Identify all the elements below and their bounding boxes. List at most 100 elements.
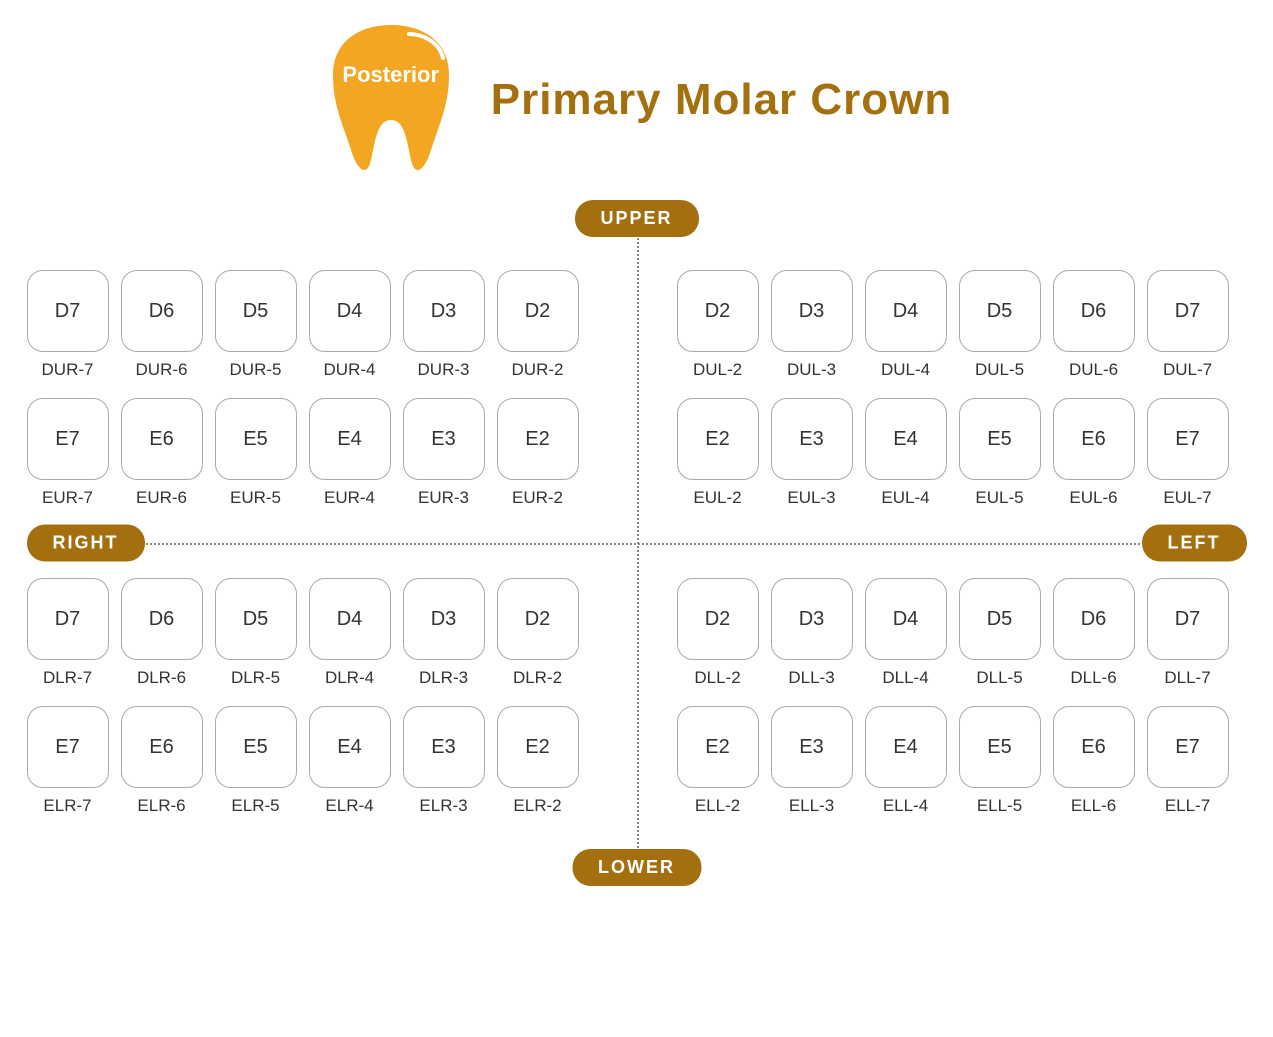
crown-label: EUR-5 (215, 488, 297, 508)
crown-box: E7 (27, 706, 109, 788)
crown-box: E7 (1147, 398, 1229, 480)
crown-label: DUL-4 (865, 360, 947, 380)
header: Posterior Primary Molar Crown (20, 20, 1253, 180)
crown-label: DUR-6 (121, 360, 203, 380)
crown-box: E3 (403, 706, 485, 788)
crown-box: E3 (771, 706, 853, 788)
crown-box: E2 (497, 398, 579, 480)
label-row: DUL-2DUL-3DUL-4DUL-5DUL-6DUL-7 (677, 360, 1247, 380)
crown-box: E7 (1147, 706, 1229, 788)
crown-label: ELR-7 (27, 796, 109, 816)
crown-box: D2 (497, 270, 579, 352)
crown-box: D6 (1053, 270, 1135, 352)
crown-box: E4 (865, 706, 947, 788)
tooth-label: Posterior (321, 62, 461, 88)
crown-box: D3 (403, 578, 485, 660)
crown-box: E6 (1053, 398, 1135, 480)
crown-label: DLR-3 (403, 668, 485, 688)
pill-left: LEFT (1142, 525, 1247, 562)
label-row: DLL-2DLL-3DLL-4DLL-5DLL-6DLL-7 (677, 668, 1247, 688)
crown-box: E4 (865, 398, 947, 480)
crown-label: DLL-5 (959, 668, 1041, 688)
row-group: E7E6E5E4E3E2 EUR-7EUR-6EUR-5EUR-4EUR-3EUR… (27, 398, 597, 508)
crown-label: DLR-7 (27, 668, 109, 688)
crown-box: D2 (677, 578, 759, 660)
crown-label: ELL-2 (677, 796, 759, 816)
crown-label: DLR-6 (121, 668, 203, 688)
row-group: E2E3E4E5E6E7 EUL-2EUL-3EUL-4EUL-5EUL-6EUL… (677, 398, 1247, 508)
crown-label: DUR-5 (215, 360, 297, 380)
crown-box: D7 (27, 578, 109, 660)
box-row: D7D6D5D4D3D2 (27, 270, 597, 352)
crown-label: DLL-2 (677, 668, 759, 688)
crown-label: DUR-4 (309, 360, 391, 380)
row-group: E2E3E4E5E6E7ELL-2ELL-3ELL-4ELL-5ELL-6ELL… (677, 706, 1247, 816)
box-row: E2E3E4E5E6E7 (677, 398, 1247, 480)
box-row: D2D3D4D5D6D7 (677, 578, 1247, 660)
crown-box: D7 (27, 270, 109, 352)
crown-box: D7 (1147, 578, 1229, 660)
chart-container: UPPER LOWER RIGHT LEFT D7D6D5D4D3D2DUR-7… (27, 200, 1247, 886)
pill-right: RIGHT (27, 525, 145, 562)
crown-box: E6 (121, 398, 203, 480)
crown-box: E5 (215, 706, 297, 788)
crown-box: E6 (1053, 706, 1135, 788)
crown-label: ELL-4 (865, 796, 947, 816)
crown-box: D2 (497, 578, 579, 660)
crown-label: ELL-7 (1147, 796, 1229, 816)
crown-label: DUR-2 (497, 360, 579, 380)
crown-label: DLL-7 (1147, 668, 1229, 688)
crown-box: D3 (771, 578, 853, 660)
crown-box: E5 (959, 706, 1041, 788)
crown-label: EUL-5 (959, 488, 1041, 508)
quadrant-lower-left: D2D3D4D5D6D7DLL-2DLL-3DLL-4DLL-5DLL-6DLL… (677, 578, 1247, 816)
crown-box: D6 (1053, 578, 1135, 660)
crown-box: E3 (771, 398, 853, 480)
row-group: E7E6E5E4E3E2ELR-7ELR-6ELR-5ELR-4ELR-3ELR… (27, 706, 597, 816)
quadrant-lower-right: D7D6D5D4D3D2 DLR-7 DLR-6 DLR-5 DLR-4 DLR-3 DLR… (27, 578, 597, 816)
crown-box: E5 (215, 398, 297, 480)
crown-box: E7 (27, 398, 109, 480)
crown-label: DLR-5 (215, 668, 297, 688)
crown-box: E2 (677, 398, 759, 480)
crown-box: D7 (1147, 270, 1229, 352)
crown-box: E4 (309, 398, 391, 480)
crown-label: DLL-4 (865, 668, 947, 688)
box-row: E7E6E5E4E3E2 (27, 398, 597, 480)
crown-label: DLR-2 (497, 668, 579, 688)
label-row: ELL-2ELL-3ELL-4ELL-5ELL-6ELL-7 (677, 796, 1247, 816)
crown-label: ELL-6 (1053, 796, 1135, 816)
crown-box: D6 (121, 270, 203, 352)
row-group: D7D6D5D4D3D2 DUR-7 DUR-6 DUR-5 DUR-4 DUR-3 DUR… (27, 270, 597, 380)
crown-label: DLR-4 (309, 668, 391, 688)
crown-box: E2 (497, 706, 579, 788)
label-row: EUL-2EUL-3EUL-4EUL-5EUL-6EUL-7 (677, 488, 1247, 508)
page-title: Primary Molar Crown (491, 75, 953, 125)
pill-lower: LOWER (572, 849, 701, 886)
crown-box: D3 (771, 270, 853, 352)
box-row: E2E3E4E5E6E7 (677, 706, 1247, 788)
crown-box: D5 (959, 578, 1041, 660)
crown-label: EUR-2 (497, 488, 579, 508)
quadrants-grid: D7D6D5D4D3D2DUR-7DUR-6DUR-5DUR-4DUR-3DUR… (27, 250, 1247, 836)
box-row: D2D3D4D5D6D7 (677, 270, 1247, 352)
quadrant-upper-right: D7D6D5D4D3D2 DUR-7 DUR-6 DUR-5 DUR-4 DUR-3 DUR… (27, 270, 597, 508)
crown-label: ELR-2 (497, 796, 579, 816)
crown-box: D3 (403, 270, 485, 352)
crown-box: E4 (309, 706, 391, 788)
crown-label: DLL-6 (1053, 668, 1135, 688)
row-group: D2D3D4D5D6D7DUL-2DUL-3DUL-4DUL-5DUL-6DUL… (677, 270, 1247, 380)
crown-label: DUR-7 (27, 360, 109, 380)
crown-box: D4 (865, 270, 947, 352)
crown-box: D6 (121, 578, 203, 660)
crown-label: DUL-2 (677, 360, 759, 380)
crown-box: D2 (677, 270, 759, 352)
crown-label: ELR-4 (309, 796, 391, 816)
crown-label: EUL-2 (677, 488, 759, 508)
crown-label: DUR-3 (403, 360, 485, 380)
box-row: D7D6D5D4D3D2 (27, 578, 597, 660)
crown-label: DUL-3 (771, 360, 853, 380)
crown-label: ELL-5 (959, 796, 1041, 816)
crown-box: E6 (121, 706, 203, 788)
label-row: EUR-7EUR-6EUR-5EUR-4EUR-3EUR-2 (27, 488, 597, 508)
